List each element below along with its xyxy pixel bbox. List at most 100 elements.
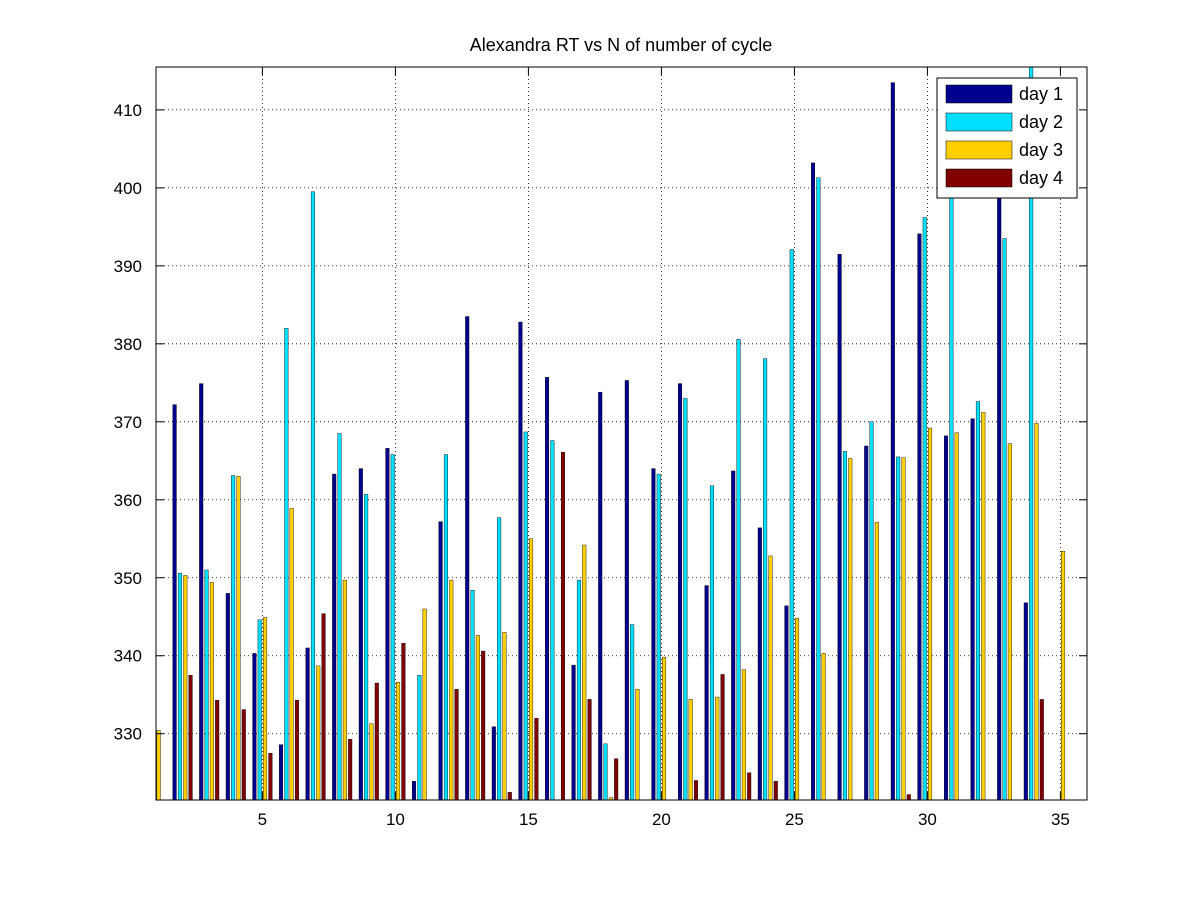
y-tick-label: 390 (114, 257, 142, 276)
bars (156, 66, 1066, 801)
bar-day-1-26 (811, 162, 816, 801)
bar-day-4-24 (773, 781, 778, 801)
bar-day-1-21 (678, 383, 683, 801)
y-tick-label: 340 (114, 647, 142, 666)
bar-day-4-3 (215, 699, 220, 801)
bar-day-2-33 (1002, 238, 1007, 801)
bar-day-2-11 (417, 675, 422, 801)
bar-day-4-23 (747, 772, 752, 801)
legend-swatch (945, 84, 1013, 104)
bar-day-1-2 (172, 404, 177, 801)
bar-day-4-12 (454, 689, 459, 801)
bar-day-1-30 (917, 233, 922, 801)
bar-day-2-5 (257, 619, 262, 801)
bar-day-4-6 (294, 699, 299, 801)
bar-day-2-4 (231, 475, 236, 801)
bar-day-2-17 (576, 579, 581, 801)
bar-day-1-20 (651, 468, 656, 801)
bar-day-4-29 (906, 794, 911, 801)
y-tick-label: 380 (114, 335, 142, 354)
legend-swatch (945, 112, 1013, 132)
bar-day-4-8 (348, 738, 353, 801)
bar-day-3-9 (369, 723, 374, 801)
bar-day-1-16 (545, 377, 550, 801)
bar-day-2-16 (550, 440, 555, 801)
bar-day-1-34 (1023, 602, 1028, 801)
bar-day-4-9 (374, 682, 379, 801)
bar-day-1-5 (252, 653, 257, 801)
bar-day-1-25 (784, 605, 789, 801)
bar-day-2-24 (763, 358, 768, 801)
legend-label: day 4 (1019, 168, 1063, 188)
bar-day-4-17 (587, 699, 592, 801)
x-tick-label: 20 (652, 810, 671, 829)
bar-day-1-9 (358, 468, 363, 801)
legend-swatch (945, 168, 1013, 188)
bar-day-3-25 (795, 618, 800, 801)
x-tick-label: 15 (519, 810, 538, 829)
bar-day-3-28 (874, 522, 879, 801)
bar-day-2-10 (390, 454, 395, 801)
y-tick-label: 330 (114, 725, 142, 744)
y-tick-label: 360 (114, 491, 142, 510)
bar-day-1-22 (704, 585, 709, 801)
bar-day-1-18 (598, 391, 603, 801)
bar-day-1-4 (225, 593, 230, 801)
bar-day-2-26 (816, 177, 821, 801)
bar-day-2-8 (337, 433, 342, 801)
x-tick-label: 35 (1051, 810, 1070, 829)
bar-day-2-31 (949, 187, 954, 801)
bar-day-3-12 (449, 579, 454, 801)
bar-day-1-19 (624, 380, 629, 801)
bar-day-3-8 (342, 579, 347, 801)
bar-day-4-4 (241, 709, 246, 801)
bar-day-2-22 (709, 485, 714, 801)
bar-day-3-23 (741, 669, 746, 801)
bar-day-1-27 (837, 253, 842, 801)
bar-day-2-27 (842, 451, 847, 801)
chart-title: Alexandra RT vs N of number of cycle (470, 35, 772, 55)
bar-day-1-3 (199, 383, 204, 801)
bar-day-4-16 (560, 452, 565, 801)
bar-day-3-10 (396, 682, 401, 801)
bar-day-2-25 (789, 249, 794, 801)
x-tick-label: 10 (386, 810, 405, 829)
bar-day-4-15 (534, 717, 539, 801)
bar-day-1-28 (864, 445, 869, 801)
bar-day-4-21 (693, 780, 698, 801)
bar-day-3-21 (688, 699, 693, 801)
x-tick-label: 25 (785, 810, 804, 829)
bar-day-2-14 (497, 517, 502, 801)
bar-day-2-6 (284, 328, 289, 801)
bar-day-3-1 (156, 730, 161, 801)
bar-day-3-34 (1034, 423, 1039, 801)
bar-day-4-7 (321, 613, 326, 801)
axis-ticks: 330 340 350 360 370 380 390 400 410 5 10 15 20 25 30 35 (114, 67, 1087, 829)
y-tick-label: 370 (114, 413, 142, 432)
bar-day-1-31 (944, 435, 949, 801)
bar-day-3-5 (263, 617, 268, 801)
x-tick-label: 5 (258, 810, 267, 829)
bar-day-1-23 (731, 470, 736, 801)
bar-day-1-29 (890, 82, 895, 801)
bar-day-4-5 (268, 753, 273, 801)
legend-label: day 3 (1019, 140, 1063, 160)
bar-day-2-7 (310, 191, 315, 801)
bar-day-3-27 (848, 458, 853, 801)
bar-day-1-17 (571, 664, 576, 801)
plot-frame (155, 66, 1088, 801)
bar-day-3-26 (821, 653, 826, 801)
bar-day-3-33 (1007, 443, 1012, 801)
bar-day-3-3 (209, 582, 214, 801)
bar-day-4-13 (481, 650, 486, 801)
bar-day-2-29 (896, 456, 901, 801)
bar-day-2-21 (683, 398, 688, 801)
bar-day-3-29 (901, 457, 906, 801)
bar-day-3-7 (316, 665, 321, 801)
bar-day-1-7 (305, 647, 310, 801)
bar-day-3-6 (289, 508, 294, 801)
bar-day-3-22 (715, 696, 720, 801)
bar-day-2-19 (630, 624, 635, 801)
bar-day-1-15 (518, 321, 523, 801)
